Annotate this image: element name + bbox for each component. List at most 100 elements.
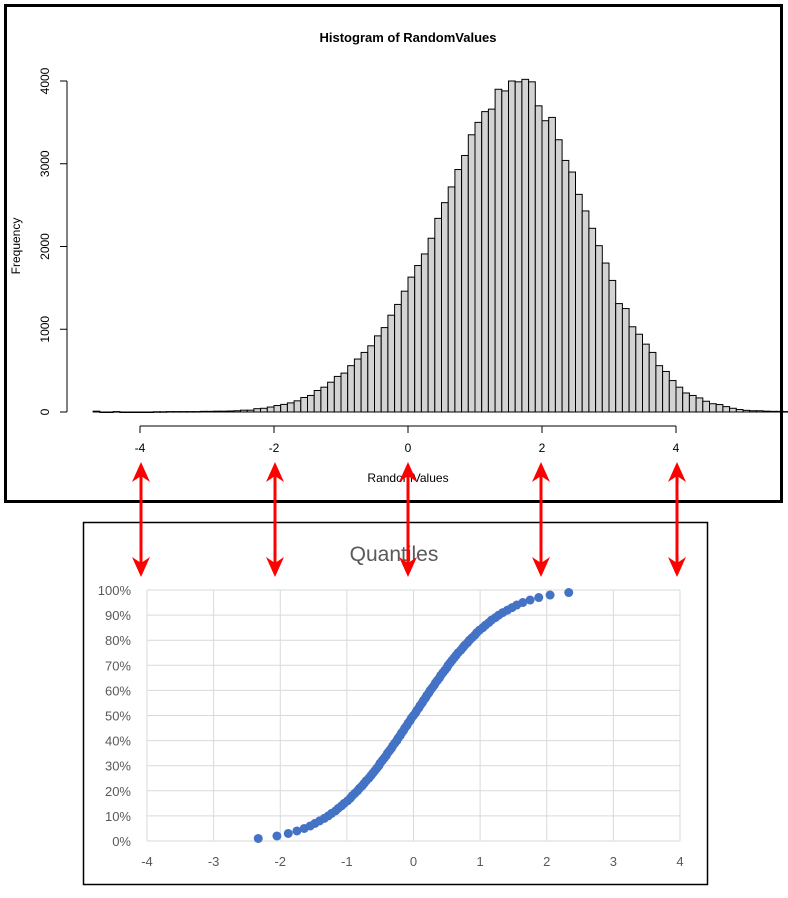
histogram-panel: Histogram of RandomValues 01000200030004…: [6, 6, 788, 502]
histogram-bar: [328, 382, 335, 412]
histogram-bar: [274, 406, 281, 412]
histogram-bar: [174, 412, 181, 413]
histogram-bar: [756, 411, 763, 412]
histogram-bar: [462, 155, 469, 412]
histogram-bar: [763, 411, 770, 412]
histogram-bar: [227, 411, 234, 412]
histogram-bar: [401, 291, 408, 412]
histogram-bar: [502, 91, 509, 412]
y-tick-label: 1000: [38, 316, 52, 343]
histogram-bar: [180, 412, 187, 413]
quantiles-frame: [84, 523, 708, 885]
histogram-bar: [428, 238, 435, 412]
histogram-frame: [6, 6, 782, 502]
histogram-bar: [656, 366, 663, 412]
histogram-bar: [321, 387, 328, 412]
histogram-bar: [669, 381, 676, 412]
y-tick-label: 30%: [105, 759, 131, 774]
histogram-bar: [663, 371, 670, 412]
histogram-bar: [127, 412, 134, 413]
data-point: [546, 591, 555, 600]
y-tick-label: 10%: [105, 809, 131, 824]
histogram-bar: [777, 411, 784, 412]
histogram-bar: [254, 409, 261, 412]
data-point: [564, 588, 573, 597]
histogram-bar: [535, 106, 542, 412]
histogram-bar: [354, 359, 361, 412]
x-tick-label: 1: [477, 854, 484, 869]
x-tick-label: 3: [610, 854, 617, 869]
histogram-bar: [314, 390, 321, 412]
histogram-bar: [622, 309, 629, 412]
histogram-bar: [736, 410, 743, 412]
y-tick-label: 20%: [105, 784, 131, 799]
histogram-bar: [281, 404, 288, 412]
histogram-bar: [160, 412, 167, 413]
y-tick-label: 100%: [98, 583, 132, 598]
y-tick-label: 90%: [105, 608, 131, 623]
histogram-bar: [609, 280, 616, 412]
histogram-bar: [348, 366, 355, 412]
histogram-bar: [194, 412, 201, 413]
x-tick-label: 0: [410, 854, 417, 869]
histogram-bar: [107, 412, 114, 413]
histogram-bar: [234, 411, 241, 412]
histogram-bar: [408, 277, 415, 412]
data-point: [284, 829, 293, 838]
histogram-bar: [529, 82, 536, 412]
histogram-bar: [435, 218, 442, 412]
histogram-bar: [147, 412, 154, 413]
histogram-bar: [442, 203, 449, 412]
histogram-bar: [589, 228, 596, 412]
histogram-bar: [569, 172, 576, 412]
y-tick-label: 0%: [112, 834, 131, 849]
histogram-bar: [488, 109, 495, 412]
y-tick-label: 2000: [38, 233, 52, 260]
y-tick-label: 40%: [105, 734, 131, 749]
x-tick-label: -4: [141, 854, 153, 869]
x-tick-label: -3: [208, 854, 220, 869]
y-tick-label: 4000: [38, 67, 52, 94]
histogram-bar: [415, 266, 422, 412]
histogram-bar: [475, 122, 482, 412]
histogram-bar: [388, 315, 395, 412]
histogram-bar: [455, 170, 462, 412]
data-point: [272, 831, 281, 840]
histogram-bar: [421, 254, 428, 412]
x-tick-label: 2: [543, 854, 550, 869]
y-tick-label: 70%: [105, 658, 131, 673]
histogram-bar: [301, 398, 308, 412]
histogram-bar: [770, 411, 777, 412]
x-tick-label: -2: [269, 441, 280, 455]
data-point: [534, 593, 543, 602]
histogram-bar: [341, 373, 348, 412]
histogram-bar: [448, 187, 455, 412]
histogram-bar: [710, 404, 717, 412]
x-tick-label: -1: [341, 854, 353, 869]
histogram-bar: [750, 411, 757, 412]
histogram-bar: [495, 89, 502, 412]
histogram-bar: [562, 160, 569, 412]
histogram-bar: [696, 398, 703, 412]
histogram-bar: [468, 135, 475, 412]
histogram-bar: [93, 411, 100, 412]
histogram-bar: [602, 263, 609, 412]
histogram-bar: [361, 352, 368, 412]
histogram-bar: [294, 401, 301, 412]
histogram-bar: [549, 117, 556, 412]
histogram-bar: [381, 328, 388, 412]
histogram-bar: [308, 395, 315, 412]
histogram-bar: [153, 412, 160, 413]
histogram-bar: [649, 352, 656, 412]
data-point: [526, 596, 535, 605]
quantiles-title: Quantiles: [350, 543, 439, 566]
histogram-bar: [723, 407, 730, 412]
histogram-bar: [220, 411, 227, 412]
y-tick-label: 60%: [105, 683, 131, 698]
histogram-bar: [241, 410, 248, 412]
histogram-bar: [683, 393, 690, 412]
histogram-bar: [200, 411, 207, 412]
histogram-bar: [247, 410, 254, 412]
histogram-bar: [730, 408, 737, 412]
